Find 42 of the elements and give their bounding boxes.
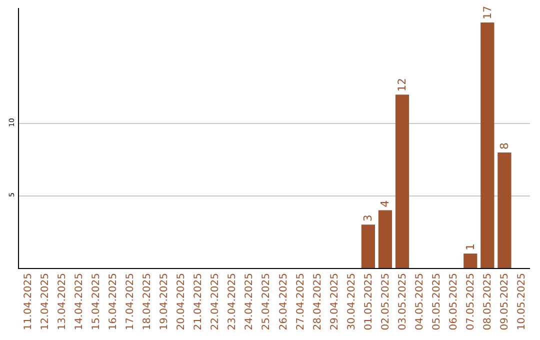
x-tick-label: 08.05.2025 bbox=[482, 273, 494, 330]
x-tick-label: 03.05.2025 bbox=[398, 273, 408, 330]
x-tick-label: 01.05.2025 bbox=[363, 273, 374, 330]
x-tick-label: 24.04.2025 bbox=[244, 273, 256, 330]
x-tick-label: 28.04.2025 bbox=[312, 273, 324, 330]
data-label: 8 bbox=[498, 142, 511, 150]
x-tick-label: 25.04.2025 bbox=[261, 273, 272, 330]
data-label: 3 bbox=[362, 214, 375, 222]
x-tick-label: 20.04.2025 bbox=[176, 273, 188, 330]
x-tick-label: 07.05.2025 bbox=[466, 273, 477, 330]
x-tick-label: 05.05.2025 bbox=[432, 273, 443, 330]
x-tick-label: 19.04.2025 bbox=[159, 273, 170, 330]
x-tick-label: 29.04.2025 bbox=[329, 273, 340, 330]
bar bbox=[378, 210, 392, 268]
data-label: 4 bbox=[378, 200, 392, 208]
data-label: 17 bbox=[480, 6, 494, 20]
x-tick-label: 16.04.2025 bbox=[108, 273, 119, 330]
bar bbox=[361, 224, 375, 268]
x-tick-label: 12.04.2025 bbox=[40, 273, 51, 330]
x-tick-label: 22.04.2025 bbox=[210, 273, 222, 330]
data-label: 1 bbox=[464, 244, 477, 251]
x-tick-label: 02.05.2025 bbox=[380, 273, 392, 330]
x-tick-label: 23.04.2025 bbox=[227, 273, 238, 330]
x-tick-label: 18.04.2025 bbox=[142, 273, 153, 330]
bar bbox=[395, 94, 410, 268]
data-label: 12 bbox=[396, 78, 409, 92]
x-tick-label: 27.04.2025 bbox=[295, 273, 306, 330]
x-tick-label: 21.04.2025 bbox=[193, 273, 204, 330]
bar bbox=[464, 254, 478, 268]
x-tick-label: 09.05.2025 bbox=[500, 273, 511, 330]
x-tick-label: 17.04.2025 bbox=[124, 273, 136, 330]
x-tick-label: 04.05.2025 bbox=[414, 273, 426, 330]
x-tick-label: 13.04.2025 bbox=[56, 273, 68, 330]
x-tick-label: 30.04.2025 bbox=[346, 273, 358, 330]
x-tick-label: 15.04.2025 bbox=[90, 273, 102, 330]
x-tick-label: 10.05.2025 bbox=[516, 273, 528, 330]
x-tick-label: 11.04.2025 bbox=[22, 273, 34, 330]
bar bbox=[498, 152, 512, 268]
x-tick-label: 14.04.2025 bbox=[74, 273, 85, 330]
bar bbox=[480, 22, 494, 268]
x-tick-label: 06.05.2025 bbox=[448, 273, 460, 330]
x-tick-label: 26.04.2025 bbox=[278, 273, 290, 330]
